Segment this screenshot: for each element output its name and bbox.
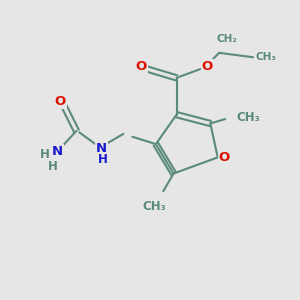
Text: N: N — [52, 145, 63, 158]
Text: H: H — [40, 148, 50, 161]
Text: H: H — [98, 153, 108, 166]
Text: O: O — [219, 151, 230, 164]
Text: O: O — [202, 60, 213, 73]
Text: CH₂: CH₂ — [216, 34, 237, 44]
Text: O: O — [136, 60, 147, 73]
Text: CH₃: CH₃ — [237, 111, 261, 124]
Text: H: H — [48, 160, 58, 173]
Text: N: N — [96, 142, 107, 155]
Text: O: O — [55, 95, 66, 108]
Text: CH₃: CH₃ — [256, 52, 277, 62]
Text: CH₃: CH₃ — [142, 200, 166, 213]
